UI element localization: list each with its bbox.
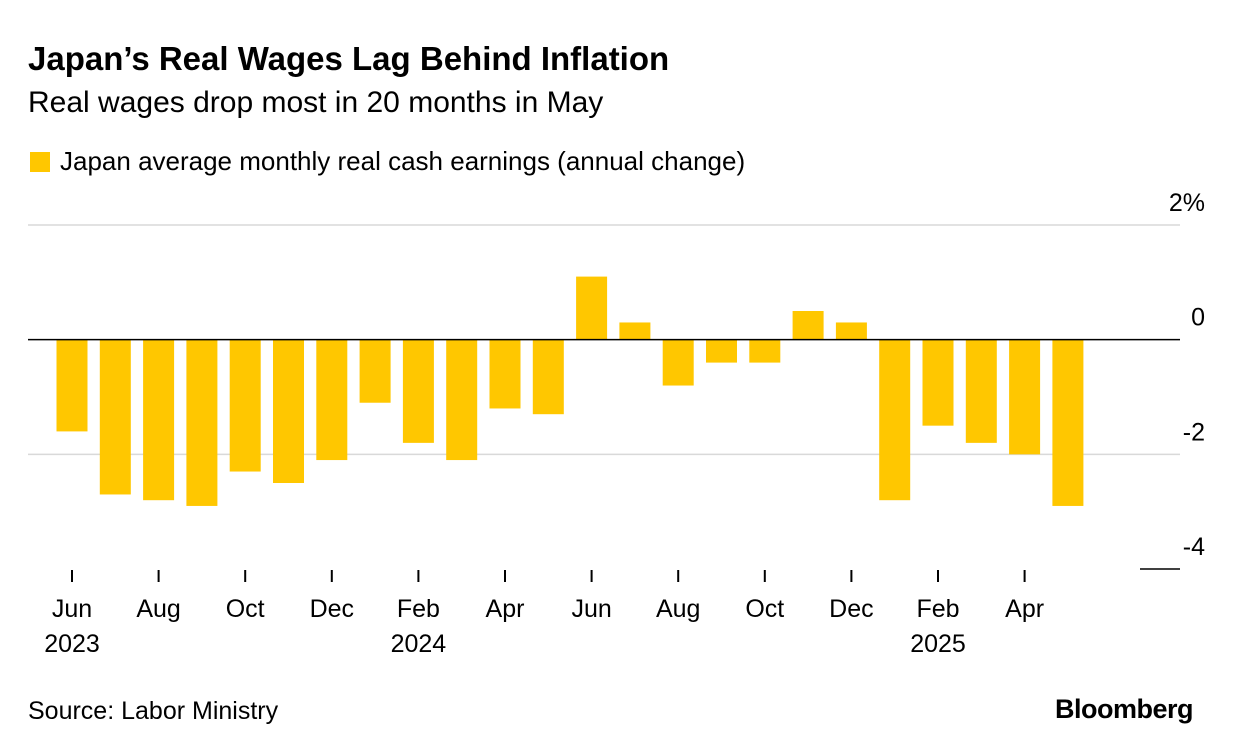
legend-swatch — [30, 151, 50, 172]
x-tick-label-month: Oct — [745, 595, 784, 623]
bar — [143, 339, 175, 501]
bar — [446, 339, 478, 461]
x-tick-label-month: Dec — [310, 595, 354, 623]
bar — [922, 339, 954, 426]
x-tick-label-month: Aug — [136, 595, 180, 623]
legend: Japan average monthly real cash earnings… — [30, 146, 745, 177]
bar — [835, 322, 867, 340]
bar — [489, 339, 521, 409]
bar — [56, 339, 88, 432]
x-tick-label-month: Jun — [52, 595, 92, 623]
chart-title: Japan’s Real Wages Lag Behind Inflation — [28, 40, 670, 77]
bar — [316, 339, 348, 461]
bar — [965, 339, 997, 443]
y-tick-label: 2% — [1169, 189, 1205, 217]
y-tick-label: 0 — [1191, 304, 1205, 332]
x-tick-label-month: Jun — [571, 595, 611, 623]
x-tick-label-month: Dec — [829, 595, 873, 623]
bar — [749, 339, 781, 363]
x-tick-label-month: Aug — [656, 595, 700, 623]
bar — [186, 339, 218, 506]
x-tick-label-month: Feb — [916, 595, 959, 623]
bar — [402, 339, 434, 443]
x-tick-label-month: Oct — [226, 595, 265, 623]
bar — [879, 339, 911, 501]
bar — [619, 322, 651, 340]
legend-label: Japan average monthly real cash earnings… — [60, 146, 746, 176]
bar — [99, 339, 131, 495]
x-tick-label-month: Apr — [486, 595, 525, 623]
x-tick-label-year: 2024 — [391, 630, 447, 658]
bloomberg-logo: Bloomberg — [1054, 694, 1194, 724]
bar — [662, 339, 694, 386]
chart-subtitle: Real wages drop most in 20 months in May — [28, 86, 604, 119]
bar — [1052, 339, 1084, 506]
bar — [576, 276, 608, 340]
x-tick-label-year: 2025 — [910, 630, 966, 658]
y-tick-label: -2 — [1183, 418, 1205, 446]
bar — [532, 339, 564, 415]
y-tick-label: -4 — [1183, 533, 1205, 561]
x-tick-label-month: Apr — [1005, 595, 1044, 623]
bar — [706, 339, 737, 363]
bar — [273, 339, 304, 483]
bar — [792, 311, 824, 340]
source-note: Source: Labor Ministry — [28, 697, 279, 725]
x-tick-label-year: 2023 — [44, 630, 100, 658]
bar — [1009, 339, 1041, 455]
bar — [359, 339, 391, 403]
bar — [229, 339, 261, 472]
x-tick-label-month: Feb — [397, 595, 440, 623]
